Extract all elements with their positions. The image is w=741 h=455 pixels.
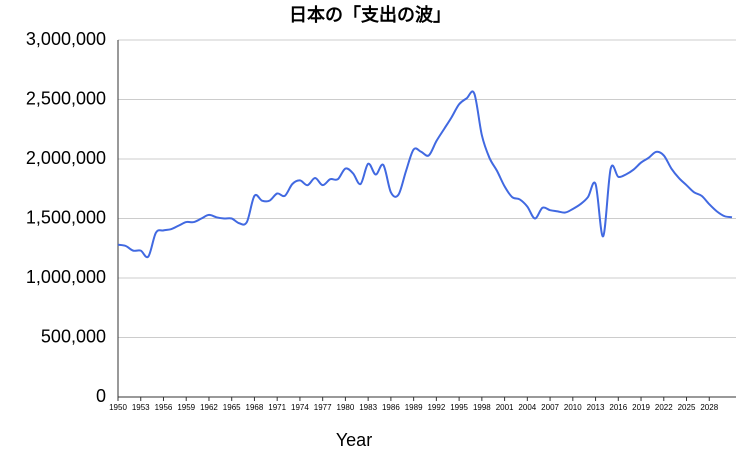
x-tick-label: 1974 — [291, 403, 309, 412]
x-tick-label: 1986 — [382, 403, 400, 412]
x-tick-label: 2007 — [541, 403, 559, 412]
x-tick-label: 1971 — [268, 403, 286, 412]
x-tick-label: 2028 — [700, 403, 718, 412]
x-tick-label: 2001 — [496, 403, 514, 412]
x-tick-label: 1959 — [177, 403, 195, 412]
x-tick-label: 2004 — [518, 403, 536, 412]
x-tick-label: 1983 — [359, 403, 377, 412]
x-tick-label: 1965 — [223, 403, 241, 412]
y-tick-label: 0 — [96, 386, 106, 406]
x-tick-label: 2022 — [655, 403, 673, 412]
data-line — [117, 90, 733, 259]
x-tick-label: 1953 — [132, 403, 150, 412]
chart-title: 日本の「支出の波」 — [289, 4, 451, 25]
y-tick-label: 1,500,000 — [26, 207, 106, 227]
x-tick-label: 1980 — [337, 403, 355, 412]
x-axis-label: Year — [336, 430, 372, 450]
x-tick-label: 1989 — [405, 403, 423, 412]
x-tick-label: 1950 — [109, 403, 127, 412]
y-tick-label: 2,500,000 — [26, 88, 106, 108]
x-tick-label: 1995 — [450, 403, 468, 412]
y-tick-label: 2,000,000 — [26, 148, 106, 168]
x-tick-label: 1998 — [473, 403, 491, 412]
x-tick-label: 1992 — [427, 403, 445, 412]
y-tick-label: 1,000,000 — [26, 267, 106, 287]
x-tick-label: 2016 — [609, 403, 627, 412]
y-tick-label: 500,000 — [41, 326, 106, 346]
y-tick-label: 3,000,000 — [26, 29, 106, 49]
x-tick-label: 1977 — [314, 403, 332, 412]
x-tick-label: 1956 — [155, 403, 173, 412]
x-tick-label: 2019 — [632, 403, 650, 412]
x-tick-label: 2013 — [587, 403, 605, 412]
x-tick-label: 2010 — [564, 403, 582, 412]
x-tick-label: 2025 — [678, 403, 696, 412]
x-tick-label: 1962 — [200, 403, 218, 412]
x-tick-label: 1968 — [246, 403, 264, 412]
